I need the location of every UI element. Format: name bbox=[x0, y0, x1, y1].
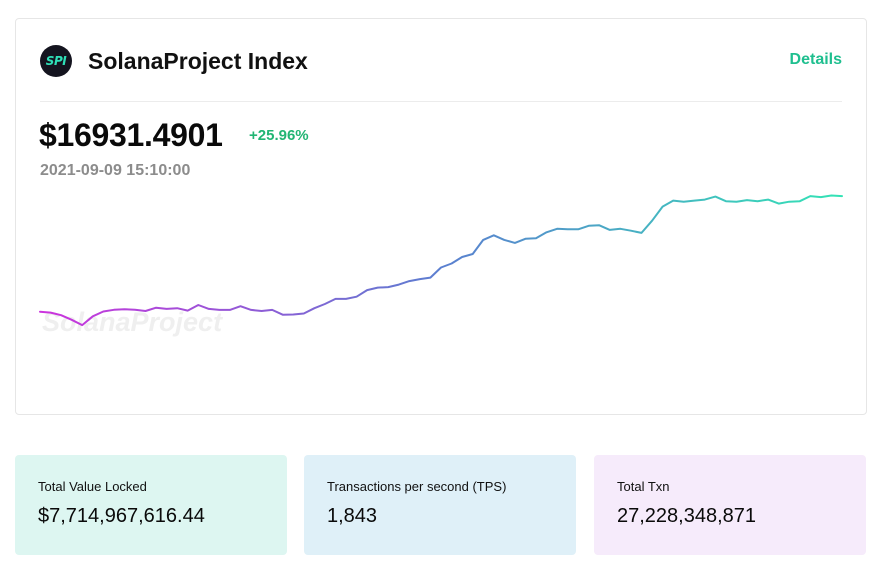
header-divider bbox=[40, 101, 842, 102]
stat-value: 1,843 bbox=[327, 505, 378, 527]
stat-label: Total Txn bbox=[617, 479, 670, 494]
stat-label: Transactions per second (TPS) bbox=[327, 479, 507, 494]
chart-watermark: SolanaProject bbox=[42, 307, 223, 337]
stat-value: 27,228,348,871 bbox=[617, 505, 757, 527]
details-link[interactable]: Details bbox=[789, 51, 842, 68]
price-timestamp: 2021-09-09 15:10:00 bbox=[40, 162, 191, 179]
price-line-series bbox=[39, 194, 843, 327]
price-change-badge: +25.96% bbox=[249, 127, 309, 144]
tps-card: Transactions per second (TPS) 1,843 bbox=[304, 455, 576, 555]
stat-value: $7,714,967,616.44 bbox=[38, 505, 205, 527]
index-title: SolanaProject Index bbox=[88, 48, 308, 74]
index-card: SPI SolanaProject Index Details $16931.4… bbox=[15, 18, 867, 415]
stat-label: Total Value Locked bbox=[38, 479, 147, 494]
total-txn-card: Total Txn 27,228,348,871 bbox=[594, 455, 866, 555]
spi-logo-icon: SPI bbox=[40, 45, 72, 77]
index-price: $16931.4901 bbox=[39, 117, 223, 153]
price-line-chart[interactable] bbox=[16, 19, 868, 416]
total-value-locked-card: Total Value Locked $7,714,967,616.44 bbox=[15, 455, 287, 555]
